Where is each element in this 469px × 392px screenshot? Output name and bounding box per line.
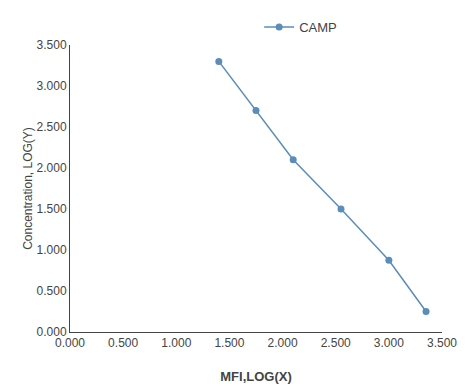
svg-text:MFI,LOG(X): MFI,LOG(X) bbox=[220, 369, 292, 384]
svg-text:1.500: 1.500 bbox=[214, 336, 244, 350]
svg-text:0.000: 0.000 bbox=[37, 325, 67, 339]
svg-text:2.500: 2.500 bbox=[37, 120, 67, 134]
svg-text:1.500: 1.500 bbox=[37, 202, 67, 216]
svg-text:0.500: 0.500 bbox=[37, 284, 67, 298]
svg-text:3.000: 3.000 bbox=[374, 336, 404, 350]
svg-text:3.500: 3.500 bbox=[427, 336, 457, 350]
svg-text:0.000: 0.000 bbox=[55, 336, 85, 350]
svg-text:0.500: 0.500 bbox=[108, 336, 138, 350]
svg-text:1.000: 1.000 bbox=[37, 243, 67, 257]
svg-text:3.000: 3.000 bbox=[37, 79, 67, 93]
svg-text:Concentration, LOG(Y): Concentration, LOG(Y) bbox=[21, 127, 35, 250]
svg-text:2.000: 2.000 bbox=[37, 161, 67, 175]
svg-text:CAMP: CAMP bbox=[299, 20, 337, 35]
svg-text:2.000: 2.000 bbox=[268, 336, 298, 350]
svg-text:2.500: 2.500 bbox=[321, 336, 351, 350]
svg-text:3.500: 3.500 bbox=[37, 38, 67, 52]
svg-text:1.000: 1.000 bbox=[161, 336, 191, 350]
